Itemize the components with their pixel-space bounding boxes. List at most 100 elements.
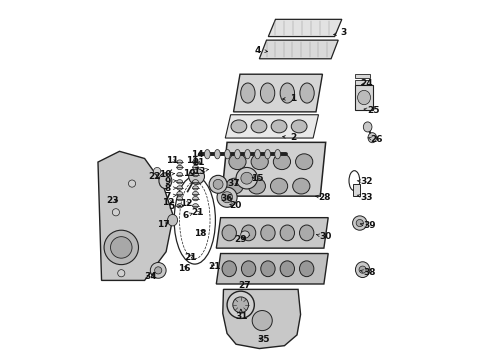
Ellipse shape: [231, 120, 247, 133]
Text: 25: 25: [364, 105, 380, 114]
Ellipse shape: [193, 186, 198, 190]
Text: 20: 20: [229, 201, 241, 210]
Ellipse shape: [236, 167, 258, 189]
Ellipse shape: [241, 83, 255, 103]
Text: 30: 30: [317, 232, 332, 241]
Text: 21: 21: [192, 158, 205, 167]
Text: 12: 12: [179, 199, 192, 208]
Ellipse shape: [112, 209, 120, 216]
Text: 28: 28: [316, 193, 331, 202]
Ellipse shape: [299, 225, 314, 241]
Text: 36: 36: [220, 194, 233, 203]
Ellipse shape: [248, 178, 266, 194]
Text: 37: 37: [227, 179, 240, 188]
Ellipse shape: [368, 133, 377, 143]
Ellipse shape: [364, 122, 372, 132]
Text: 15: 15: [251, 174, 264, 183]
Polygon shape: [216, 253, 328, 284]
Bar: [355, 87, 370, 91]
Text: 17: 17: [157, 220, 170, 229]
Text: 9: 9: [165, 177, 177, 186]
Text: 21: 21: [184, 253, 197, 262]
Ellipse shape: [193, 204, 198, 208]
Ellipse shape: [193, 165, 198, 170]
Ellipse shape: [177, 204, 183, 208]
Text: 2: 2: [283, 133, 296, 142]
Text: 38: 38: [361, 268, 376, 277]
Text: 35: 35: [257, 335, 270, 344]
Ellipse shape: [128, 180, 136, 187]
Text: 8: 8: [165, 184, 176, 193]
Ellipse shape: [233, 297, 248, 313]
Text: 32: 32: [357, 177, 372, 186]
Bar: [355, 80, 370, 85]
Ellipse shape: [153, 167, 161, 175]
Ellipse shape: [355, 262, 370, 278]
Ellipse shape: [150, 262, 166, 278]
Ellipse shape: [359, 266, 366, 273]
Ellipse shape: [260, 83, 275, 103]
Text: 23: 23: [106, 196, 119, 205]
Ellipse shape: [217, 187, 237, 207]
Ellipse shape: [159, 173, 172, 189]
Ellipse shape: [222, 225, 236, 241]
Ellipse shape: [222, 261, 236, 276]
Ellipse shape: [193, 180, 198, 184]
Text: 7: 7: [165, 192, 176, 201]
Ellipse shape: [255, 149, 260, 159]
Ellipse shape: [104, 230, 139, 265]
Ellipse shape: [299, 261, 314, 276]
Ellipse shape: [270, 178, 288, 194]
Text: 21: 21: [192, 208, 204, 217]
Ellipse shape: [177, 192, 183, 196]
Text: 33: 33: [357, 193, 372, 202]
Ellipse shape: [293, 178, 310, 194]
Ellipse shape: [168, 215, 177, 226]
Ellipse shape: [155, 267, 162, 274]
Ellipse shape: [177, 160, 183, 164]
Ellipse shape: [193, 192, 198, 196]
Text: 24: 24: [361, 80, 373, 89]
Polygon shape: [259, 40, 338, 59]
Ellipse shape: [280, 225, 294, 241]
Ellipse shape: [177, 186, 183, 190]
Ellipse shape: [177, 172, 183, 177]
Ellipse shape: [353, 216, 367, 230]
Ellipse shape: [356, 220, 364, 226]
Text: 5: 5: [169, 202, 181, 211]
Polygon shape: [223, 289, 300, 348]
Text: 11: 11: [186, 156, 198, 165]
Ellipse shape: [242, 225, 256, 241]
Ellipse shape: [224, 149, 230, 159]
Text: 3: 3: [334, 28, 347, 37]
Polygon shape: [221, 142, 326, 196]
Text: 26: 26: [368, 135, 383, 144]
Ellipse shape: [241, 231, 249, 238]
Ellipse shape: [295, 154, 313, 170]
Ellipse shape: [261, 225, 275, 241]
Ellipse shape: [261, 261, 275, 276]
Ellipse shape: [241, 172, 253, 184]
Ellipse shape: [280, 261, 294, 276]
Ellipse shape: [300, 83, 314, 103]
Ellipse shape: [177, 180, 183, 184]
Ellipse shape: [251, 154, 269, 170]
Ellipse shape: [291, 120, 307, 133]
Ellipse shape: [280, 83, 294, 103]
Text: 34: 34: [145, 271, 157, 280]
Ellipse shape: [227, 291, 254, 319]
Ellipse shape: [209, 175, 227, 193]
Ellipse shape: [204, 149, 210, 159]
Text: 4: 4: [254, 46, 268, 55]
Text: 21: 21: [208, 262, 221, 271]
Ellipse shape: [251, 120, 267, 133]
Ellipse shape: [189, 168, 204, 184]
Text: 19: 19: [183, 169, 196, 178]
Ellipse shape: [358, 90, 370, 105]
Ellipse shape: [275, 149, 280, 159]
Polygon shape: [98, 151, 173, 280]
Ellipse shape: [111, 237, 132, 258]
Bar: [353, 184, 361, 196]
Ellipse shape: [215, 149, 220, 159]
Ellipse shape: [242, 261, 256, 276]
